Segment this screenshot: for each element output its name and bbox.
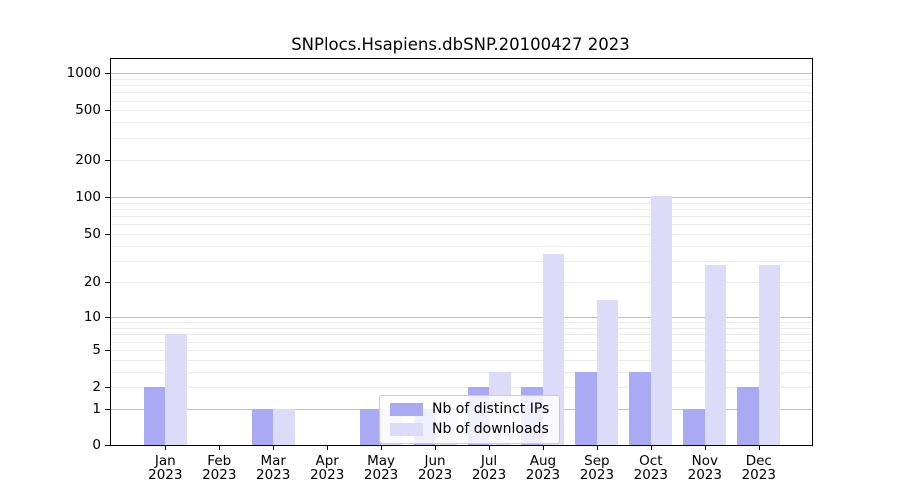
y-tick-label: 2 — [92, 379, 101, 396]
legend-label-downloads: Nb of downloads — [432, 421, 549, 437]
y-tick-label: 20 — [83, 274, 101, 291]
y-tick-mark — [105, 234, 111, 236]
gridline-minor — [111, 224, 812, 226]
x-tick-label: Aug 2023 — [525, 453, 561, 483]
x-tick-label: Dec 2023 — [741, 453, 776, 483]
gridline-minor — [111, 260, 812, 262]
x-tick-mark — [327, 445, 329, 450]
gridline-minor — [111, 387, 812, 389]
x-tick-mark — [704, 445, 706, 450]
bar-ips-sep — [575, 371, 597, 445]
plot-area: 0 1 2 5 10 20 50 100 200 500 1000 Jan 2023 Feb 2023 M… — [67, 58, 813, 482]
y-tick-mark — [105, 159, 111, 161]
bar-downloads-nov — [704, 264, 727, 445]
y-tick-label: 50 — [83, 226, 101, 243]
gridline-minor — [111, 359, 812, 361]
y-tick-mark — [105, 110, 111, 112]
gridline-minor — [111, 137, 812, 139]
x-tick-mark — [435, 445, 437, 450]
x-tick-mark — [489, 445, 490, 450]
legend-swatch-downloads — [390, 423, 423, 436]
bar-ips-nov — [683, 409, 705, 445]
legend-item-distinct-ips: Nb of distinct IPs — [390, 402, 549, 417]
y-tick-label: 100 — [75, 189, 101, 206]
legend-item-downloads: Nb of downloads — [390, 422, 549, 437]
x-tick-mark — [219, 445, 221, 450]
bar-ips-dec — [737, 387, 759, 445]
y-tick-mark — [105, 197, 111, 199]
gridline-major — [111, 317, 812, 319]
x-tick-label: Nov 2023 — [687, 453, 722, 483]
gridline-minor — [111, 92, 812, 94]
bar-ips-oct — [629, 371, 651, 445]
gridline-minor — [111, 327, 812, 329]
x-tick-label: Oct 2023 — [633, 453, 669, 483]
gridline-minor — [111, 122, 812, 124]
y-tick-mark — [105, 317, 111, 319]
x-tick-mark — [273, 445, 275, 450]
x-tick-label: May 2023 — [363, 453, 399, 483]
x-tick-label: Sep 2023 — [579, 453, 615, 483]
axis-layer: 0 1 2 5 10 20 50 100 200 500 1000 Jan 2023 Feb 2023 M… — [67, 59, 812, 482]
x-tick-label: Jul 2023 — [471, 453, 507, 483]
x-tick-label: Jun 2023 — [417, 453, 453, 483]
gridline-minor — [111, 110, 812, 112]
bar-ips-jan — [143, 387, 166, 445]
bar-downloads-jan — [165, 334, 187, 445]
gridline-minor — [111, 209, 812, 210]
grid-layer — [111, 59, 812, 445]
gridline-minor — [111, 85, 812, 86]
chart-title: SNPlocs.Hsapiens.dbSNP.20100427 2023 — [291, 35, 630, 54]
x-tick-mark — [596, 445, 598, 450]
gridline-minor — [111, 341, 812, 343]
bar-downloads-oct — [650, 196, 673, 445]
y-tick-label: 500 — [75, 102, 101, 119]
gridline-minor — [111, 349, 812, 351]
y-tick-mark — [105, 282, 111, 284]
x-tick-mark — [542, 445, 544, 450]
y-tick-label: 5 — [92, 341, 101, 358]
gridline-minor — [111, 234, 812, 236]
y-tick-mark — [105, 72, 111, 74]
bar-downloads-mar — [273, 409, 295, 445]
gridline-minor — [111, 371, 812, 373]
y-tick-mark — [105, 387, 111, 389]
gridline-minor — [111, 159, 812, 161]
bar-downloads-dec — [758, 264, 781, 445]
x-tick-mark — [165, 445, 167, 450]
x-tick-label: Jan 2023 — [148, 453, 183, 483]
x-tick-mark — [650, 445, 652, 450]
x-tick-mark — [381, 445, 383, 450]
legend-label-distinct-ips: Nb of distinct IPs — [432, 401, 550, 417]
y-tick-label: 1 — [92, 401, 101, 418]
gridline-minor — [111, 245, 812, 247]
legend: Nb of distinct IPs Nb of downloads — [379, 395, 561, 444]
y-tick-label: 200 — [75, 151, 101, 168]
y-tick-mark — [105, 349, 111, 351]
gridline-major — [111, 197, 812, 199]
gridline-minor — [111, 334, 812, 336]
gridline-major — [111, 72, 812, 74]
x-tick-mark — [758, 445, 760, 450]
gridline-minor — [111, 282, 812, 284]
x-tick-label: Mar 2023 — [256, 453, 291, 483]
gridline-minor — [111, 78, 812, 80]
y-tick-mark — [105, 445, 111, 446]
y-tick-label: 10 — [83, 309, 101, 326]
gridline-minor — [111, 216, 812, 218]
gridline-minor — [111, 202, 812, 204]
x-tick-label: Apr 2023 — [309, 453, 345, 483]
bar-ips-mar — [251, 409, 274, 445]
gridline-minor — [111, 322, 812, 324]
x-tick-label: Feb 2023 — [202, 453, 237, 483]
legend-swatch-distinct-ips — [390, 403, 423, 416]
y-tick-mark — [105, 409, 111, 411]
bar-downloads-sep — [596, 300, 619, 445]
gridline-minor — [111, 100, 812, 102]
bar-ips-may — [359, 409, 382, 445]
y-tick-label: 1000 — [66, 64, 101, 81]
y-tick-label: 0 — [92, 437, 101, 453]
